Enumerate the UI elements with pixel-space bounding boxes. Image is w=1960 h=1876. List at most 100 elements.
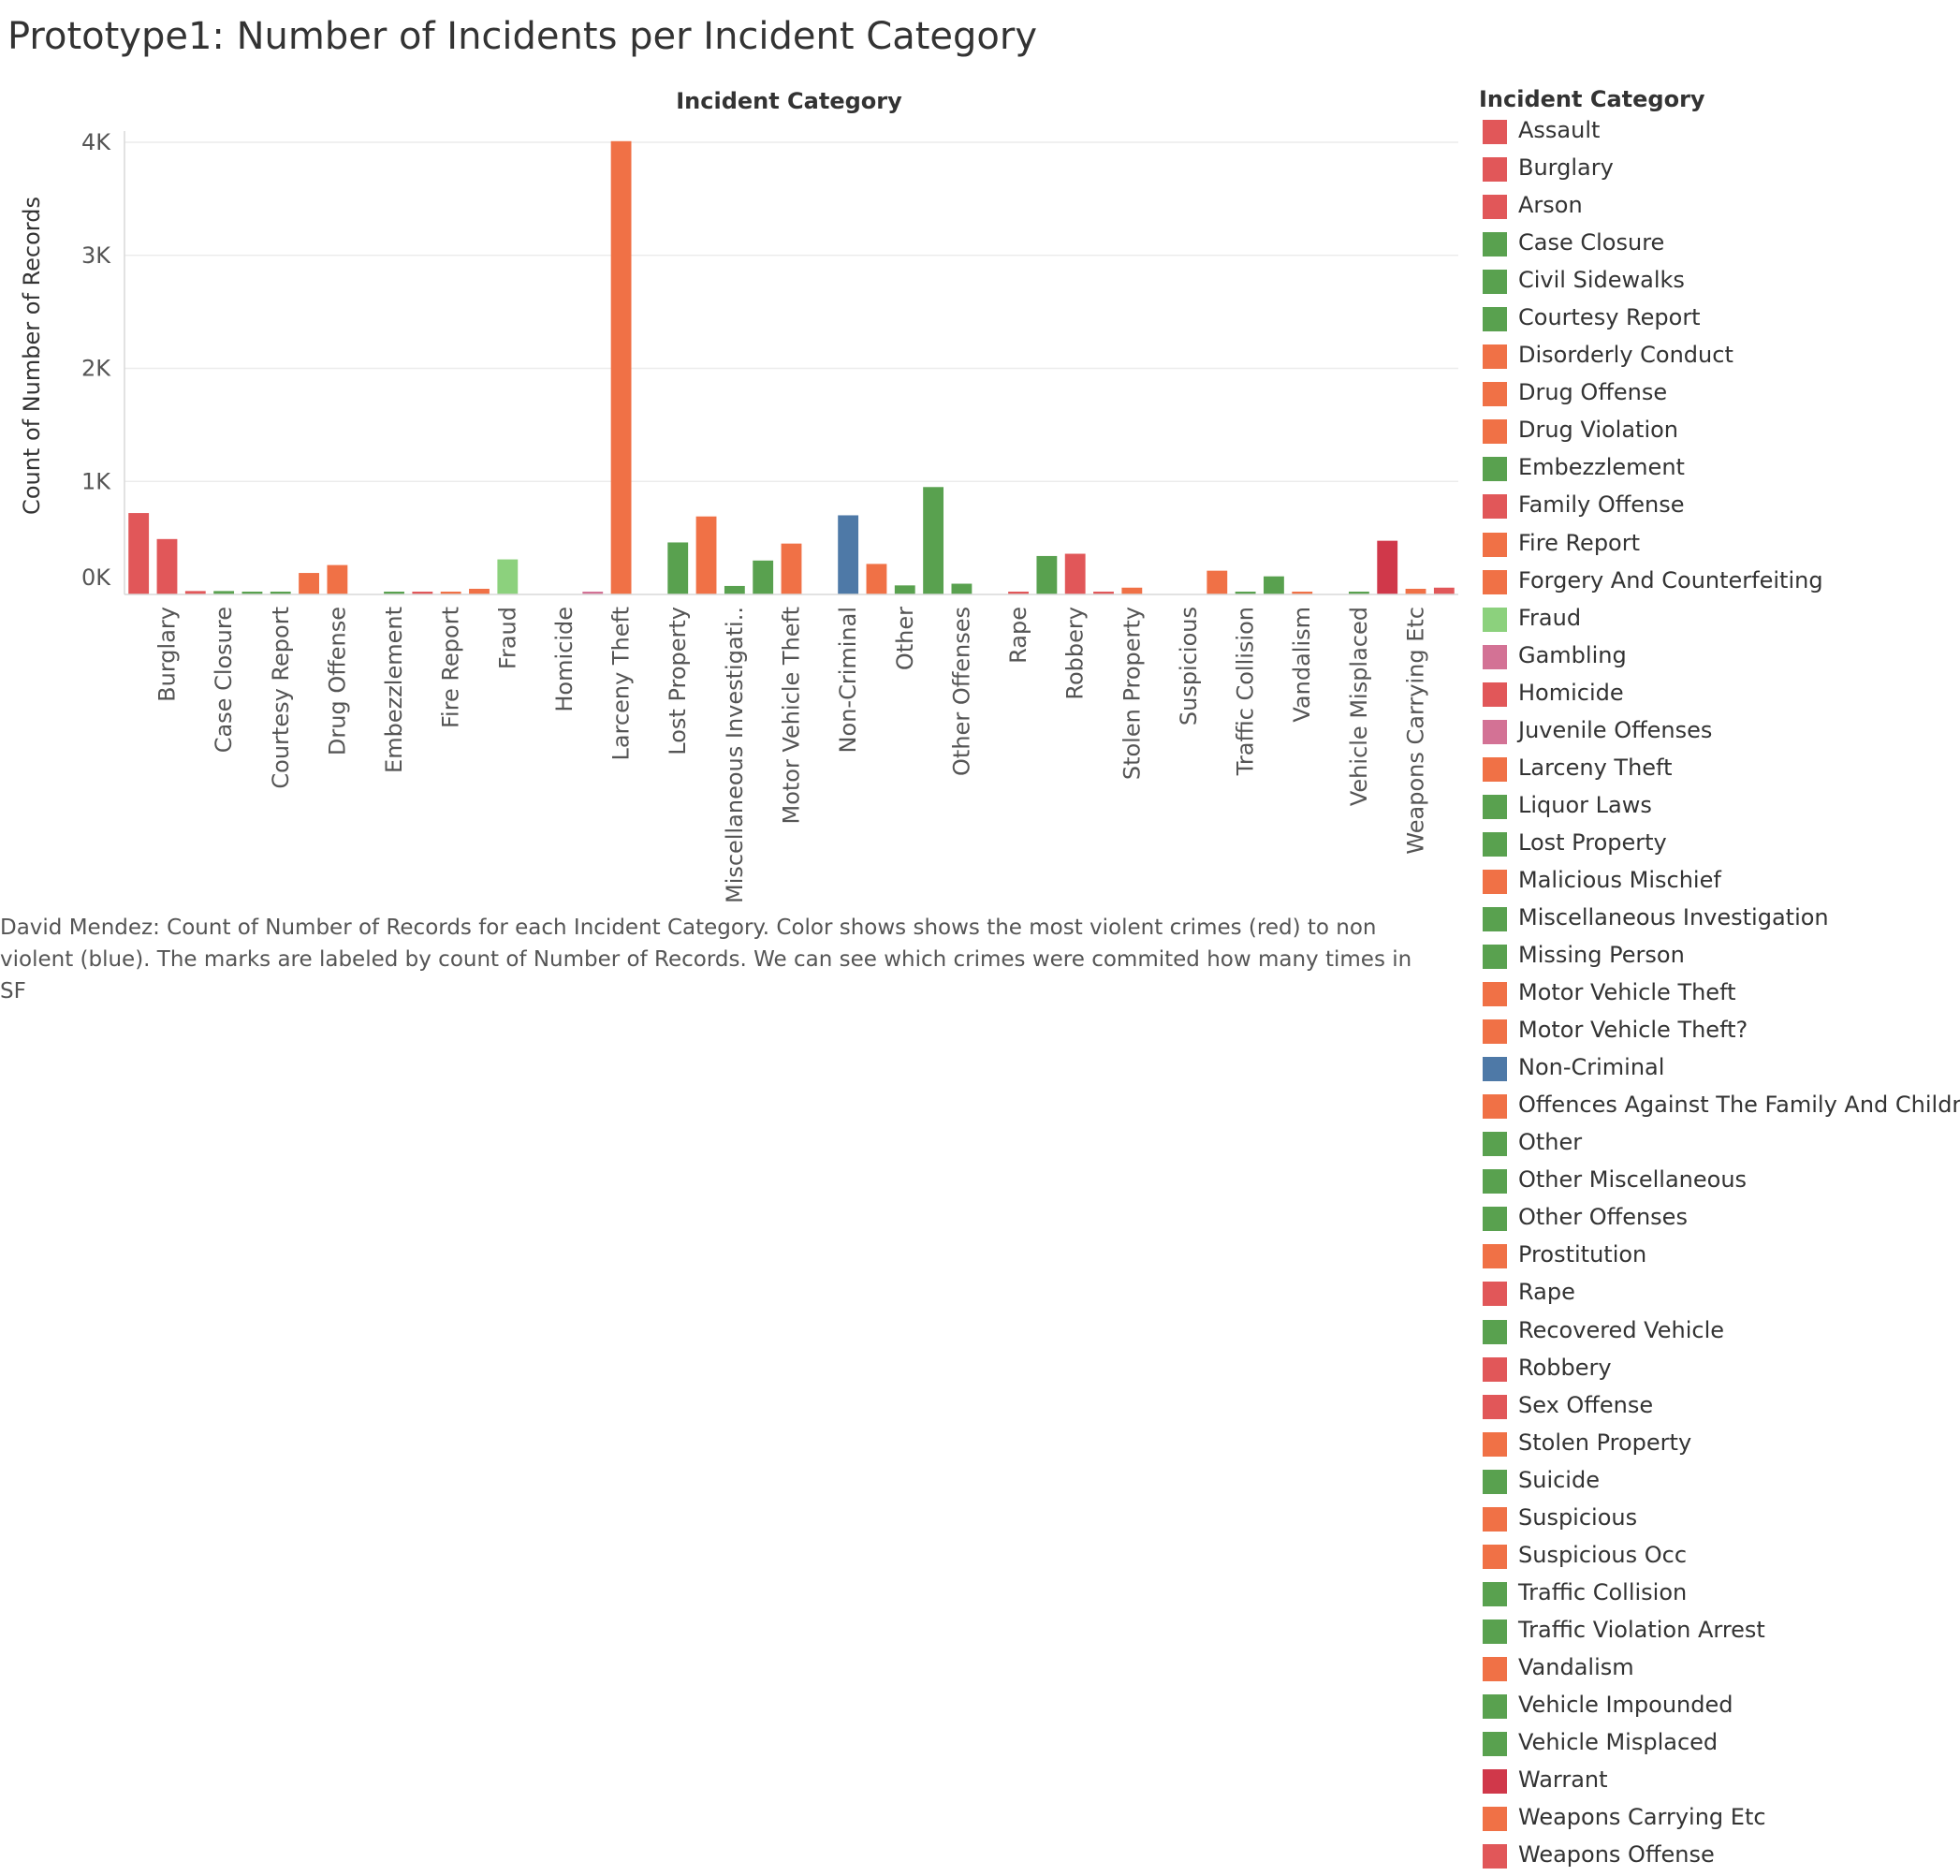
legend-item[interactable]: Juvenile Offenses: [1479, 714, 1960, 752]
legend-label: Missing Person: [1518, 942, 1685, 969]
legend-item[interactable]: Weapons Carrying Etc: [1479, 1801, 1960, 1839]
legend-item[interactable]: Family Offense: [1479, 489, 1960, 526]
legend-items: Assault Burglary Arson Case Closure Civil Si…: [1479, 114, 1960, 1876]
legend-label: Suicide: [1518, 1466, 1600, 1493]
legend-item[interactable]: Fraud: [1479, 602, 1960, 639]
legend-label: Other: [1518, 1129, 1583, 1156]
legend-label: Weapons Offense: [1518, 1841, 1715, 1869]
bar-drug-offense: [327, 564, 348, 594]
legend-item[interactable]: Prostitution: [1479, 1238, 1960, 1276]
legend-swatch: [1483, 1057, 1507, 1082]
legend-item[interactable]: Motor Vehicle Theft?: [1479, 1014, 1960, 1051]
legend-item[interactable]: Traffic Collision: [1479, 1576, 1960, 1614]
legend-item[interactable]: Suspicious: [1479, 1502, 1960, 1539]
legend-item[interactable]: Offences Against The Family And Children: [1479, 1089, 1960, 1126]
legend-item[interactable]: Weapons Offense: [1479, 1839, 1960, 1876]
legend-swatch: [1483, 1469, 1507, 1494]
legend-item[interactable]: Civil Sidewalks: [1479, 264, 1960, 301]
legend-item[interactable]: Suicide: [1479, 1464, 1960, 1502]
legend-item[interactable]: Missing Person: [1479, 939, 1960, 976]
bar-other-miscellaneous: [923, 487, 944, 594]
legend-label: Liquor Laws: [1518, 791, 1652, 818]
bar-vandalism: [1292, 592, 1313, 594]
legend-item[interactable]: Courtesy Report: [1479, 301, 1960, 339]
bar-weapons-offense: [1433, 587, 1455, 594]
legend-item[interactable]: Embezzlement: [1479, 451, 1960, 489]
legend-item[interactable]: Case Closure: [1479, 227, 1960, 264]
legend-item[interactable]: Other Offenses: [1479, 1201, 1960, 1238]
legend-item[interactable]: Robbery: [1479, 1352, 1960, 1389]
legend-item[interactable]: Traffic Violation Arrest: [1479, 1614, 1960, 1651]
bar-lost-property: [667, 542, 689, 594]
legend-label: Arson: [1518, 192, 1583, 219]
legend-label: Weapons Carrying Etc: [1518, 1804, 1766, 1831]
legend-item[interactable]: Rape: [1479, 1276, 1960, 1313]
legend-label: Forgery And Counterfeiting: [1518, 566, 1823, 594]
legend-item[interactable]: Forgery And Counterfeiting: [1479, 564, 1960, 602]
y-tick-label: 0K: [81, 564, 111, 591]
legend-item[interactable]: Vandalism: [1479, 1651, 1960, 1689]
axes: 0K 1K 2K 3K 4K Burglary Case Closure Courtesy R…: [81, 129, 1458, 903]
legend-label: Non-Criminal: [1518, 1054, 1665, 1081]
legend-item[interactable]: Malicious Mischief: [1479, 864, 1960, 901]
legend-swatch: [1483, 869, 1507, 894]
legend-title: Incident Category: [1479, 86, 1705, 112]
legend-label: Disorderly Conduct: [1518, 342, 1733, 369]
legend-item[interactable]: Homicide: [1479, 677, 1960, 714]
legend-swatch: [1483, 1394, 1507, 1419]
legend-item[interactable]: Drug Violation: [1479, 414, 1960, 451]
x-tick-label: Suspicious: [1176, 607, 1202, 725]
legend-label: Larceny Theft: [1518, 754, 1673, 781]
x-tick-label: Case Closure: [211, 607, 237, 753]
legend-label: Suspicious: [1518, 1503, 1638, 1531]
y-tick-label: 1K: [81, 468, 111, 494]
legend-label: Recovered Vehicle: [1518, 1316, 1725, 1343]
bar-traffic-collision: [1235, 592, 1256, 594]
legend-item[interactable]: Suspicious Occ: [1479, 1539, 1960, 1576]
bar-forgery-and-counterfeiting: [469, 588, 490, 594]
legend-swatch: [1483, 1619, 1507, 1644]
legend-item[interactable]: Gambling: [1479, 639, 1960, 677]
legend-label: Warrant: [1518, 1766, 1608, 1794]
legend-item[interactable]: Other: [1479, 1126, 1960, 1164]
bars: [128, 140, 1455, 595]
legend-swatch: [1483, 195, 1507, 220]
bar-other: [894, 585, 915, 594]
legend-swatch: [1483, 307, 1507, 332]
x-tick-label: Rape: [1005, 607, 1031, 664]
legend-item[interactable]: Sex Offense: [1479, 1389, 1960, 1427]
legend-item[interactable]: Miscellaneous Investigation: [1479, 901, 1960, 939]
legend-swatch: [1483, 120, 1507, 144]
gridlines: [124, 141, 1458, 482]
legend-item[interactable]: Vehicle Impounded: [1479, 1689, 1960, 1726]
x-tick-label: Non-Criminal: [835, 607, 861, 753]
legend-swatch: [1483, 1732, 1507, 1757]
legend-swatch: [1483, 1019, 1507, 1045]
legend-item[interactable]: Lost Property: [1479, 827, 1960, 864]
legend-label: Traffic Violation Arrest: [1518, 1616, 1765, 1643]
legend-item[interactable]: Assault: [1479, 114, 1960, 152]
legend-item[interactable]: Larceny Theft: [1479, 752, 1960, 789]
legend-item[interactable]: Other Miscellaneous: [1479, 1164, 1960, 1201]
legend-item[interactable]: Warrant: [1479, 1764, 1960, 1801]
legend-label: Family Offense: [1518, 491, 1685, 519]
legend-item[interactable]: Disorderly Conduct: [1479, 339, 1960, 376]
legend-swatch: [1483, 1132, 1507, 1157]
legend-swatch: [1483, 906, 1507, 931]
legend-item[interactable]: Fire Report: [1479, 527, 1960, 564]
legend-item[interactable]: Liquor Laws: [1479, 789, 1960, 827]
legend-swatch: [1483, 1431, 1507, 1457]
legend-item[interactable]: Arson: [1479, 189, 1960, 227]
legend-swatch: [1483, 982, 1507, 1007]
legend-item[interactable]: Burglary: [1479, 152, 1960, 189]
legend-label: Motor Vehicle Theft?: [1518, 1017, 1748, 1044]
legend-item[interactable]: Drug Offense: [1479, 376, 1960, 414]
legend-item[interactable]: Recovered Vehicle: [1479, 1314, 1960, 1352]
legend-item[interactable]: Motor Vehicle Theft: [1479, 976, 1960, 1014]
legend-swatch: [1483, 1356, 1507, 1382]
legend-item[interactable]: Vehicle Misplaced: [1479, 1726, 1960, 1764]
legend-item[interactable]: Non-Criminal: [1479, 1051, 1960, 1089]
x-tick-label: Vehicle Misplaced: [1346, 607, 1372, 806]
bar-disorderly-conduct: [299, 573, 319, 594]
legend-item[interactable]: Stolen Property: [1479, 1427, 1960, 1464]
